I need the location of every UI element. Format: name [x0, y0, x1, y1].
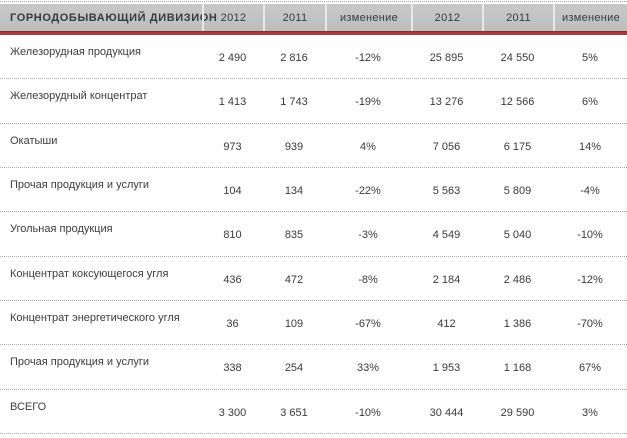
- value-cell: 939: [284, 140, 304, 153]
- division-title: ГОРНОДОБЫВАЮЩИЙ ДИВИЗИОН: [10, 11, 218, 24]
- row-label: Прочая продукция и услуги: [10, 178, 150, 191]
- value-cell: 2 816: [280, 52, 308, 65]
- column-header: 2011: [263, 4, 325, 31]
- value-cell: -67%: [355, 318, 381, 331]
- value-cell: 1 743: [280, 96, 308, 109]
- value-cell: 14%: [578, 140, 602, 153]
- value-cell: 6%: [582, 96, 598, 109]
- table-row: Железорудная продукция 2 490 2 816 -12% …: [0, 35, 627, 80]
- value-cell: 104: [223, 185, 242, 198]
- value-cell: -12%: [355, 52, 381, 65]
- value-cell: -22%: [355, 185, 381, 198]
- table-header: ГОРНОДОБЫВАЮЩИЙ ДИВИЗИОН 2012 2011 измен…: [0, 4, 627, 31]
- table-row: Концентрат энергетического угля 36 109 -…: [0, 301, 627, 346]
- value-cell: 29 590: [500, 406, 535, 419]
- value-cell: 2 486: [503, 273, 532, 286]
- value-cell: 134: [284, 185, 304, 198]
- value-cell: -70%: [577, 318, 603, 331]
- value-cell: 33%: [356, 362, 380, 375]
- value-cell: -12%: [577, 273, 603, 286]
- value-cell: 5 040: [503, 229, 532, 242]
- value-cell: 2 490: [218, 52, 247, 65]
- value-cell: 6 175: [503, 140, 532, 153]
- value-cell: -10%: [577, 229, 603, 242]
- value-cell: 254: [284, 362, 304, 375]
- value-cell: 3 300: [218, 406, 247, 419]
- value-cell: -4%: [580, 185, 600, 198]
- header-accent-bar: [0, 31, 627, 35]
- column-header: 2012: [202, 4, 263, 31]
- value-cell: 1 168: [503, 362, 532, 375]
- value-cell: 3%: [582, 406, 598, 419]
- value-cell: 109: [284, 318, 304, 331]
- value-cell: 4%: [360, 140, 376, 153]
- row-label: Прочая продукция и услуги: [10, 356, 150, 369]
- table-row: ВСЕГО 3 300 3 651 -10% 30 444 29 590 3%: [0, 390, 627, 434]
- value-cell: 5 563: [432, 185, 461, 198]
- value-cell: 436: [223, 273, 242, 286]
- row-label: Угольная продукция: [10, 223, 113, 236]
- value-cell: 25 895: [429, 52, 464, 65]
- value-cell: 5 809: [503, 185, 532, 198]
- value-cell: 1 413: [218, 96, 247, 109]
- value-cell: 36: [226, 318, 239, 331]
- value-cell: 12 566: [500, 96, 535, 109]
- table-row: Концентрат коксующегося угля 436 472 -8%…: [0, 257, 627, 301]
- column-header: изменение: [553, 4, 627, 31]
- value-cell: 1 953: [432, 362, 461, 375]
- column-header: 2012: [411, 4, 482, 31]
- value-cell: -3%: [358, 229, 378, 242]
- table-row: Железорудный концентрат 1 413 1 743 -19%…: [0, 79, 627, 124]
- table-row: Прочая продукция и услуги 104 134 -22% 5…: [0, 168, 627, 213]
- top-divider: [0, 1, 627, 2]
- table-body: Железорудная продукция 2 490 2 816 -12% …: [0, 35, 627, 434]
- value-cell: 24 550: [500, 52, 535, 65]
- row-label: Концентрат коксующегося угля: [10, 267, 169, 280]
- table-row: Угольная продукция 810 835 -3% 4 549 5 0…: [0, 212, 627, 257]
- column-header: изменение: [325, 4, 411, 31]
- row-label: Концентрат энергетического угля: [10, 311, 180, 324]
- value-cell: 13 276: [429, 96, 464, 109]
- row-label: ВСЕГО: [10, 400, 47, 413]
- value-cell: 3 651: [280, 406, 308, 419]
- value-cell: 67%: [578, 362, 602, 375]
- value-cell: 30 444: [429, 406, 464, 419]
- row-label: Железорудный концентрат: [10, 90, 148, 103]
- value-cell: 7 056: [432, 140, 461, 153]
- value-cell: 810: [223, 229, 242, 242]
- row-label: Железорудная продукция: [10, 46, 141, 58]
- value-cell: 4 549: [432, 229, 461, 242]
- value-cell: -19%: [355, 96, 381, 109]
- value-cell: 1 386: [503, 318, 532, 331]
- value-cell: 338: [223, 362, 242, 375]
- value-cell: 472: [284, 273, 304, 286]
- value-cell: 835: [284, 229, 304, 242]
- column-header: 2011: [482, 4, 553, 31]
- table-row: Окатыши 973 939 4% 7 056 6 175 14%: [0, 124, 627, 168]
- row-label: Окатыши: [10, 134, 58, 147]
- value-cell: 5%: [582, 52, 598, 65]
- value-cell: 973: [223, 140, 242, 153]
- value-cell: -8%: [358, 273, 378, 286]
- table-row: Прочая продукция и услуги 338 254 33% 1 …: [0, 345, 627, 390]
- value-cell: 2 184: [432, 273, 461, 286]
- value-cell: 412: [437, 318, 456, 331]
- value-cell: -10%: [355, 406, 381, 419]
